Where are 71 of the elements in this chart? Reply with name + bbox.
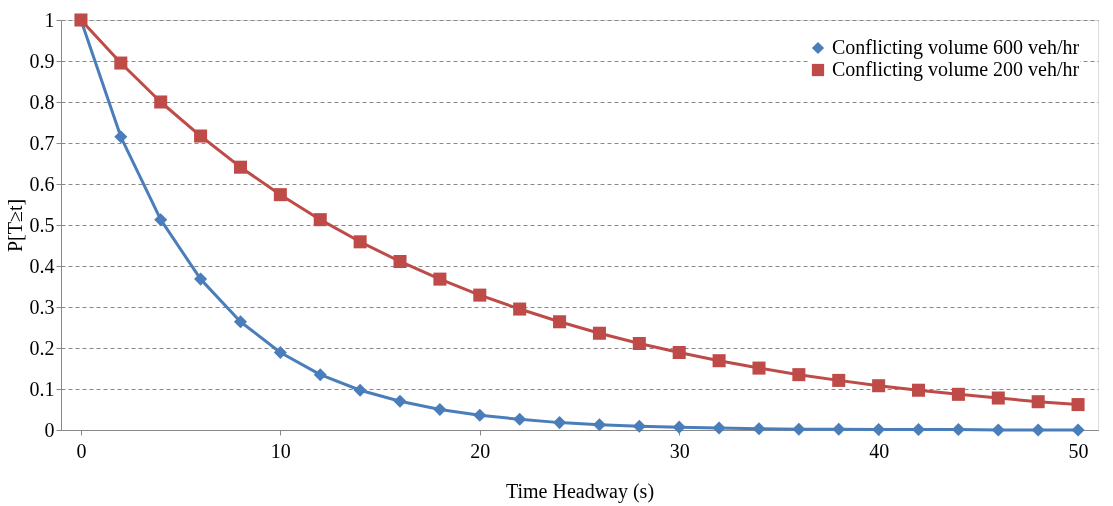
point [233, 315, 247, 329]
legend-label: Conflicting volume 200 veh/hr [832, 58, 1080, 81]
point [832, 422, 846, 436]
y-tick-label: 1 [44, 8, 55, 31]
x-tick-label: 30 [669, 439, 690, 462]
y-tick-label: 0.6 [29, 172, 55, 195]
point [632, 336, 646, 351]
point [832, 373, 846, 387]
point [951, 423, 965, 437]
point [553, 416, 567, 430]
y-tick-label: 0.2 [29, 336, 55, 359]
point [154, 213, 168, 227]
point [672, 345, 686, 360]
point [872, 379, 886, 393]
point [313, 368, 327, 382]
point [114, 130, 128, 144]
point [433, 272, 447, 286]
x-axis-title: Time Headway (s) [505, 479, 655, 503]
point [672, 420, 686, 434]
point [194, 272, 208, 286]
point [393, 254, 407, 269]
y-tick-label: 0.5 [29, 213, 55, 236]
point [1071, 398, 1085, 412]
point [912, 423, 926, 437]
point [433, 402, 447, 417]
point [792, 368, 806, 382]
point [1031, 423, 1045, 437]
point [712, 421, 726, 435]
point [792, 422, 806, 436]
point [632, 419, 646, 433]
point [353, 235, 367, 249]
x-tick-label: 50 [1068, 439, 1089, 462]
point [473, 408, 487, 422]
point [1031, 395, 1045, 409]
y-tick-label: 0.4 [29, 254, 55, 277]
point [991, 423, 1005, 437]
point [273, 345, 287, 360]
point [712, 354, 726, 368]
point [114, 56, 128, 70]
x-tick-label: 0 [76, 439, 87, 462]
y-tick-label: 0.9 [29, 49, 55, 72]
y-axis-title: P[T≥t] [3, 198, 26, 253]
point [912, 383, 926, 397]
point [473, 288, 487, 302]
y-tick-label: 0.3 [29, 295, 55, 318]
x-tick-label: 20 [470, 439, 491, 462]
y-tick-label: 0.8 [29, 90, 55, 113]
point [313, 213, 327, 227]
legend-label: Conflicting volume 600 veh/hr [832, 36, 1080, 59]
point [991, 391, 1005, 405]
point [353, 383, 367, 397]
point [194, 129, 208, 143]
point [592, 326, 606, 340]
y-tick-label: 0.7 [29, 131, 55, 154]
point [154, 95, 168, 109]
point [393, 394, 407, 408]
point [592, 418, 606, 432]
point [553, 315, 567, 329]
point [513, 412, 527, 426]
y-tick-label: 0.1 [29, 377, 55, 400]
point [273, 188, 287, 202]
point [1071, 423, 1085, 437]
x-tick-label: 40 [869, 439, 890, 462]
point [752, 361, 766, 375]
point [752, 422, 766, 436]
point [513, 302, 527, 316]
point [872, 423, 886, 437]
point [233, 160, 247, 174]
y-tick-label: 0 [44, 418, 55, 441]
x-tick-label: 10 [270, 439, 291, 462]
point [951, 387, 965, 401]
